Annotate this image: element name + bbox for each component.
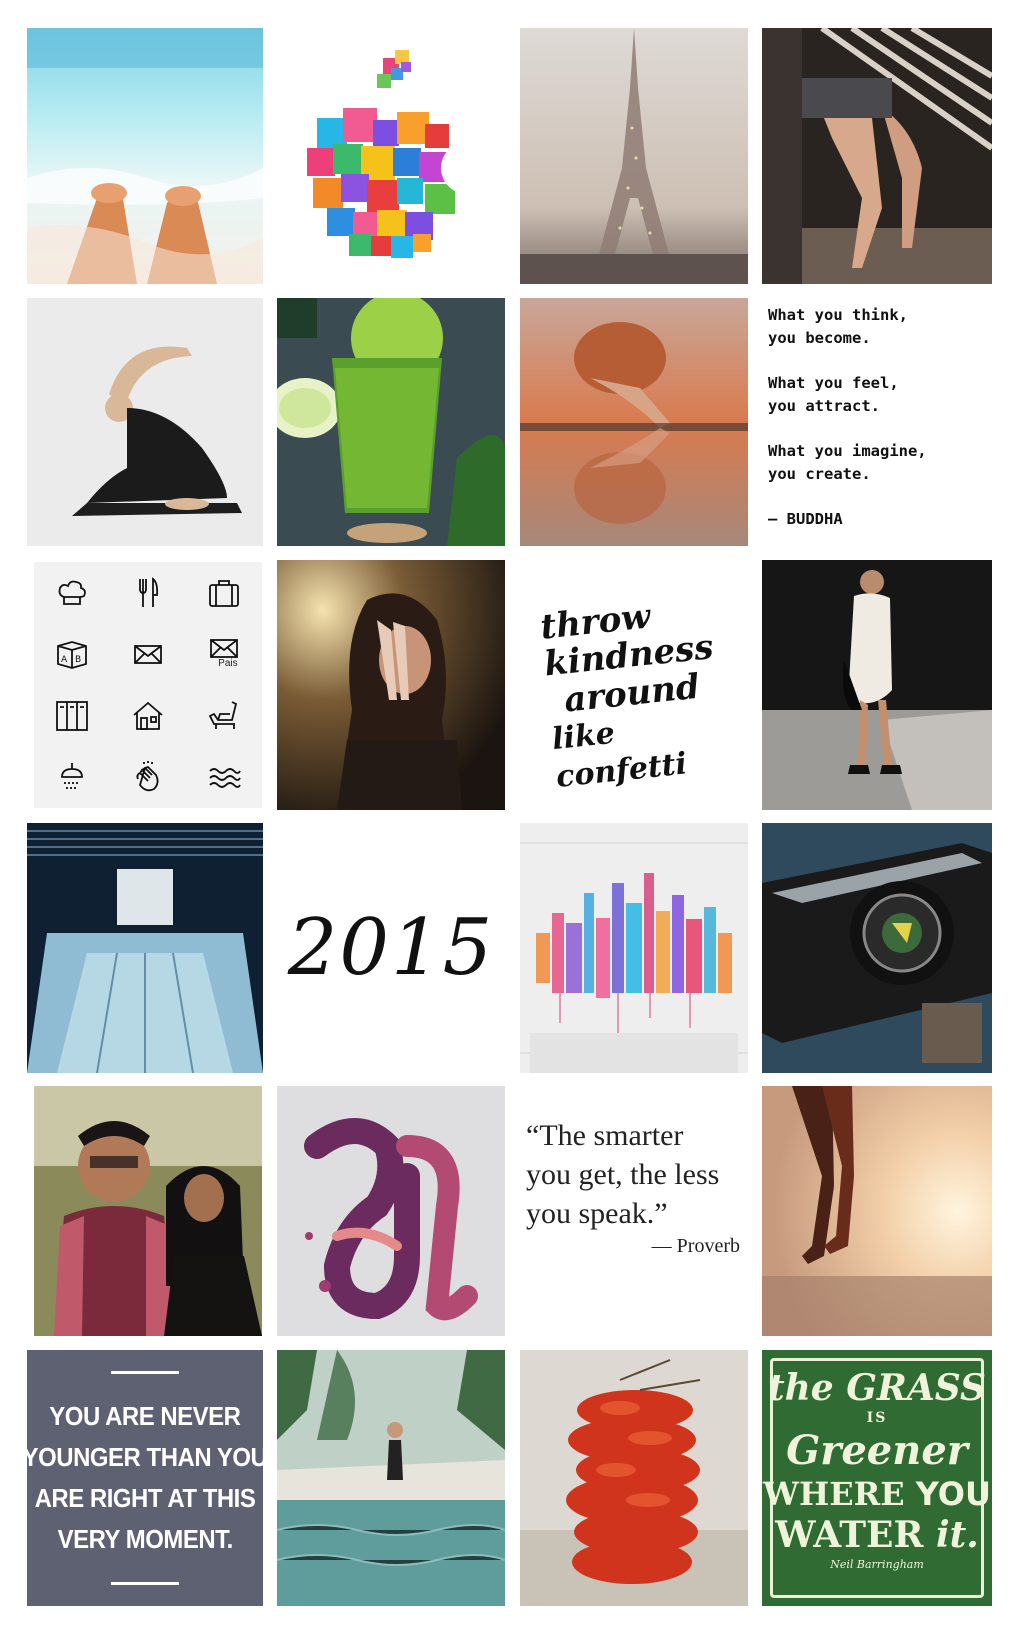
eiffel-tower-photo [520,28,748,284]
quote-line: you attract. [768,397,880,415]
quote-attribution: — Proverb [651,1235,740,1257]
blocks-ab-icon: A B [34,624,110,686]
beach-feet-photo [27,28,263,284]
proverb-quote: “The smarter you get, the less you speak… [520,1086,748,1336]
yoga-pose-photo [27,298,263,546]
quote-block-3: What you imagine, you create. [768,440,998,486]
grass-line-2: IS [866,1410,888,1426]
grass-greener-poster: the GRASS IS Greener WHERE YOU WATER it.… [762,1350,992,1606]
suitcase-icon [186,562,262,624]
vintage-camera-photo [762,823,992,1073]
quote-block-1: What you think, you become. [768,304,998,350]
quote-line: you get, the less [526,1158,720,1191]
waves-icon [186,747,262,809]
year-2015: 2015 [287,903,495,993]
hand-wash-icon [110,747,186,809]
grass-signature: Neil Barringham [830,1558,924,1571]
grass-line-3: Greener [786,1427,968,1474]
house-icon [110,685,186,747]
quote-line: YOUNGER THAN YOU [27,1442,263,1472]
quote-line: you become. [768,329,871,347]
chef-hat-icon [34,562,110,624]
quote-line: What you imagine, [768,442,927,460]
top-rule [111,1371,179,1374]
quote-attribution: — BUDDHA [768,510,843,528]
green-smoothie-photo [277,298,505,546]
svg-text:A: A [61,655,68,665]
recliner-icon [186,685,262,747]
quote-line: What you feel, [768,374,899,392]
buddha-quote: What you think, you become. What you fee… [762,298,998,552]
quote-line: you create. [768,465,871,483]
grass-line-4b: YOU [915,1475,991,1513]
grass-line-1: the GRASS [767,1367,987,1409]
tropical-pool-photo [277,1350,505,1606]
quote-line: VERY MOMENT. [57,1524,233,1554]
lockers-icon [34,685,110,747]
quote-line: ARE RIGHT AT THIS [34,1483,256,1513]
woman-walking-photo [762,560,992,810]
quote-line: “The smarter [526,1119,684,1152]
envelope-pais-icon: Pais [186,624,262,686]
letter-a-watercolor [277,1086,505,1336]
empty-pool-photo [27,823,263,1073]
pais-label: Pais [218,657,238,669]
legs-stairs-photo [762,28,992,284]
grass-line-4a: WHERE [763,1475,905,1513]
quote-line: you speak.” [526,1197,668,1230]
couple-photo [34,1086,262,1336]
amenities-icon-grid: A B Pais [34,562,262,808]
runner-legs-photo [762,1086,992,1336]
bottom-rule [111,1582,179,1585]
quote-block-2: What you feel, you attract. [768,372,998,418]
quote-line: YOU ARE NEVER [49,1401,241,1431]
dried-tomatoes-photo [520,1350,748,1606]
fork-knife-icon [110,562,186,624]
quote-line: What you think, [768,306,908,324]
grass-line-5b: it. [935,1514,979,1556]
grass-line-5a: WATER [775,1514,924,1556]
svg-text:B: B [75,655,81,665]
watercolor-skyline-art [520,823,748,1073]
yoga-reflection-photo [520,298,748,546]
shower-icon [34,747,110,809]
kindness-lettering: throw kindness around like confetti [520,560,748,810]
girl-light-photo [277,560,505,810]
apple-logo-mosaic [277,28,505,284]
envelope-icon [110,624,186,686]
moment-quote-card: YOU ARE NEVER YOUNGER THAN YOU ARE RIGHT… [27,1350,263,1606]
